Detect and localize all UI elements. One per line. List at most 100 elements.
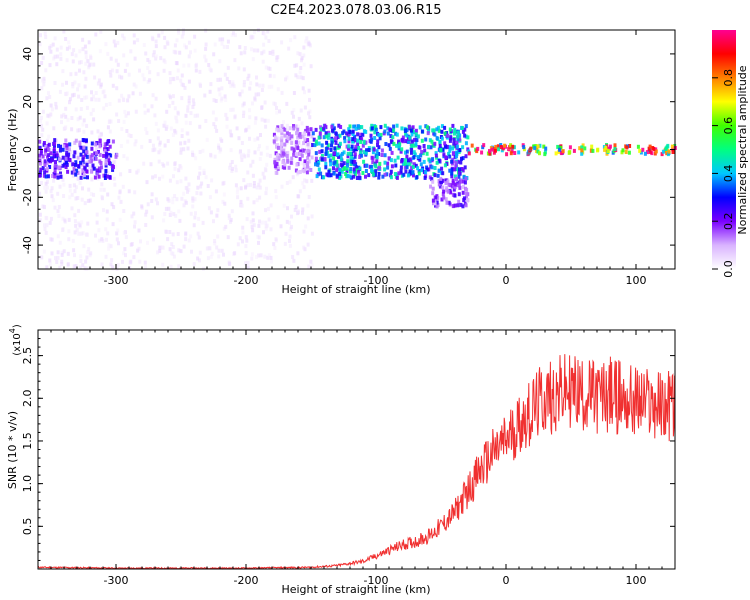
spectrogram-cell [114,164,118,169]
spectrogram-cell [446,179,450,184]
spectrogram-cell [356,142,360,147]
spectrogram-cell [224,224,228,229]
spectrogram-cell [422,144,426,148]
spectrogram-cell [324,161,328,166]
spectrogram-cell [122,53,126,58]
spectrogram-cell [424,170,428,175]
spectrogram-cell [99,84,103,89]
spectrogram-cell [116,40,120,45]
spectrogram-cell [48,63,52,68]
spectrogram-cell [226,45,229,49]
spectrogram-cell [266,255,270,260]
spectrogram-cell [280,40,284,45]
spectrogram-cell [90,130,94,135]
spectrogram-cell [218,59,222,64]
spectrogram-cell [404,139,408,144]
spectrogram-cell [277,136,281,141]
spectrogram-cell [52,147,56,152]
spectrogram-cell [132,40,136,45]
spectrogram-cell [99,29,103,34]
spectrogram-cell [41,109,45,114]
spectrogram-cell [591,148,595,153]
spectrogram-cell [48,45,52,50]
spectrogram-cell [106,51,110,56]
spectrogram-cell [448,127,452,132]
spectrogram-cell [327,169,331,174]
spectrogram-cell [58,89,62,94]
spectrogram-cell [258,185,262,190]
spectrogram-cell [296,209,300,214]
spectrogram-cell [252,200,256,205]
spectrogram-cell [72,264,76,269]
spectrogram-cell [74,53,78,58]
spectrogram-cell [106,125,110,130]
spectrogram-cell [236,187,240,192]
spectrogram-cell [112,160,116,165]
spectrogram-cell [47,91,50,96]
spectrogram-cell [261,171,265,176]
spectrogram-cell [53,54,57,59]
spectrogram-cell [288,220,291,225]
spectrogram-cell [102,153,106,158]
spectrogram-cell [243,154,247,159]
spectrogram-cell [53,138,57,143]
spectrogram-cell [367,148,371,152]
spectrogram-cell [306,161,309,166]
spectrogram-cell [414,132,418,137]
spectrogram-cell [399,169,403,174]
spectrogram-cell [119,144,123,148]
spectrogram-cell [297,116,301,121]
spectrogram-cell [184,45,188,50]
spectrogram-cell [117,119,121,123]
spectrogram-cell [430,139,434,144]
spectrogram-cell [48,262,52,267]
spectrogram-cell [351,137,355,142]
spectrogram-cell [86,266,90,271]
spectrogram-cell [306,138,310,142]
spectrogram-cell [307,159,311,164]
spectrogram-cell [295,162,299,167]
spectrogram-cell [78,143,82,148]
spectrogram-cell [44,68,48,73]
spectrogram-cell [222,180,226,185]
spectrogram-cell [204,46,208,51]
spectrogram-cell [110,68,114,73]
spectrogram-cell [142,43,146,47]
spectrogram-cell [305,170,309,175]
spectrogram-cell [206,184,210,188]
spectrogram-cell [82,244,86,249]
spectrogram-cell [258,195,262,200]
spectrogram-cell [383,172,387,177]
spectrogram-cell [260,105,264,109]
spectrogram-cell [417,145,421,150]
spectrogram-cell [217,87,221,92]
spectrogram-ytick-label: 0 [21,146,34,153]
spectrogram-cell [224,112,228,117]
spectrogram-cell [138,68,141,73]
spectrogram-cell [457,174,461,179]
spectrogram-cell [88,159,92,164]
spectrogram-cell [212,219,215,224]
spectrogram-cell [169,126,173,131]
spectrogram-cell [299,144,303,148]
spectrogram-cell [98,166,101,171]
spectrogram-cell [395,172,399,177]
spectrogram-cell [72,183,76,188]
spectrogram-cell [151,93,155,98]
spectrogram-cell [104,154,108,159]
spectrogram-cell [120,75,124,80]
spectrogram-cell [196,185,200,190]
spectrogram-cell [172,174,175,179]
spectrogram-cell [296,135,300,140]
spectrogram-cell [251,211,255,216]
spectrogram-cell [84,152,88,157]
spectrogram-cell [302,141,306,146]
spectrogram-cell [292,126,296,131]
spectrogram-cell [264,124,268,129]
spectrogram-cell [182,203,186,208]
spectrogram-cell [330,143,333,148]
spectrogram-cell [364,151,368,156]
spectrogram-cell [425,125,429,130]
